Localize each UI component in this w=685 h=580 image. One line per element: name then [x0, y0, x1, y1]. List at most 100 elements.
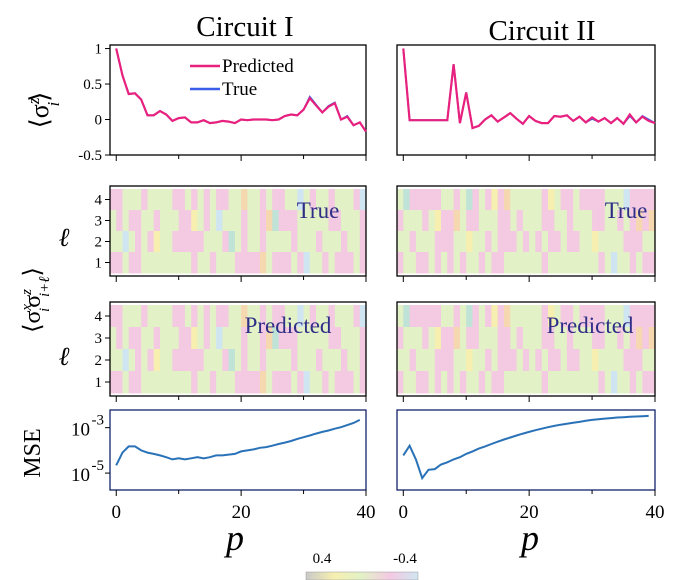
ell-ytick-label: 1 — [95, 256, 103, 272]
heatmap-cell — [272, 349, 279, 372]
heatmap-cell — [153, 327, 161, 350]
heatmap-cell — [222, 371, 229, 394]
heatmap-cell — [397, 371, 404, 394]
heatmap-cell — [203, 371, 211, 394]
heatmap-cell — [447, 252, 454, 274]
heatmap-cell — [328, 210, 336, 232]
heatmap-cell — [415, 305, 423, 328]
heatmap-cell — [560, 231, 568, 253]
heatmap-cell — [166, 349, 173, 372]
heatmap-cell — [422, 252, 429, 274]
heatmap-cell — [197, 252, 204, 274]
heatmap-cell — [191, 210, 198, 232]
heatmap-cell — [160, 371, 167, 394]
mse-ytick-exp-1: -5 — [92, 458, 105, 474]
heatmap-cell — [291, 189, 298, 211]
heatmap-cell — [459, 210, 467, 232]
heatmap-cell — [453, 231, 461, 253]
heatmap-cell — [272, 252, 279, 274]
heatmap-cell — [359, 371, 367, 394]
heatmap-cell — [172, 327, 179, 350]
heatmap-cell — [128, 252, 136, 274]
heatmap-cell — [497, 349, 505, 372]
colorbar-right-label: -0.4 — [393, 551, 417, 567]
heatmap-cell — [122, 252, 130, 274]
heatmap-cell — [116, 349, 123, 372]
heatmap-cell — [642, 252, 650, 274]
heatmap-cell — [598, 349, 606, 372]
heatmap-cell — [278, 327, 286, 350]
heatmap-cell — [466, 371, 473, 394]
heatmap-cell — [623, 349, 631, 372]
heatmap-cell — [428, 231, 436, 253]
heatmap-cell — [636, 210, 643, 232]
heatmap-cell — [604, 210, 612, 232]
heatmap-cell — [160, 327, 167, 350]
heatmap-cell — [297, 189, 304, 211]
heatmap-cell — [216, 327, 223, 350]
heatmap-cell — [247, 349, 254, 372]
heatmap-cell — [636, 349, 643, 372]
heatmap-cell — [459, 189, 467, 211]
heatmap-cell — [453, 210, 461, 232]
colorbar-left-label: 0.4 — [313, 551, 332, 567]
heatmap-cell — [234, 231, 242, 253]
heatmap-cell — [611, 305, 618, 328]
heatmap-cell — [422, 231, 429, 253]
heatmap-cell — [516, 210, 524, 232]
heatmap-cell — [504, 305, 511, 328]
heatmap-cell — [347, 189, 354, 211]
heatmap-cell — [147, 305, 155, 328]
heatmap-cell — [203, 210, 211, 232]
heatmap-cell — [504, 349, 511, 372]
sz-panel-frame-0 — [109, 44, 367, 156]
heatmap-cell — [623, 189, 631, 211]
ell-ytick-label: 2 — [95, 353, 103, 369]
heatmap-cell — [516, 327, 524, 350]
heatmap-cell — [403, 349, 410, 372]
heatmap-cell — [459, 371, 467, 394]
mse-ytick-label-1: 10 — [71, 465, 90, 486]
heatmap-cell — [548, 327, 555, 350]
heatmap-cell — [122, 210, 130, 232]
x-tick-label-1-1: 20 — [520, 502, 539, 523]
heatmap-cell — [573, 252, 580, 274]
heatmap-cell — [291, 210, 298, 232]
heatmap-cell — [441, 371, 448, 394]
heatmap-cell — [434, 210, 442, 232]
heatmap-cell — [359, 327, 367, 350]
heatmap-cell — [504, 189, 511, 211]
heatmap-cell — [648, 210, 656, 232]
heatmap-cell — [535, 210, 543, 232]
heatmap-cell — [415, 252, 423, 274]
heatmap-cell — [403, 210, 410, 232]
heatmap-cell — [453, 371, 461, 394]
heatmap-frame-hmT-0 — [109, 185, 367, 277]
heatmap-cell — [297, 371, 304, 394]
heatmap-cell — [617, 349, 624, 372]
heatmap-cell — [197, 210, 204, 232]
heatmap-cell — [353, 327, 361, 350]
heatmap-cell — [409, 371, 417, 394]
sz-ytick-label-1: 0.5 — [83, 77, 102, 93]
x-tick-label-1-2: 40 — [646, 502, 665, 523]
heatmap-cell — [466, 231, 473, 253]
heatmap-cell — [147, 231, 155, 253]
heatmap-cell — [548, 210, 555, 232]
heatmap-cell — [222, 210, 229, 232]
heatmap-cell — [636, 327, 643, 350]
heatmap-cell — [153, 349, 161, 372]
heatmap-cell — [259, 349, 267, 372]
heatmap-cell — [629, 231, 637, 253]
heatmap-cell — [422, 305, 429, 328]
heatmap-cell — [303, 371, 311, 394]
heatmap-cell — [359, 210, 367, 232]
heatmap-cell — [209, 349, 217, 372]
heatmap-cell — [359, 252, 367, 274]
heatmap-cell — [291, 349, 298, 372]
heatmap-cell — [135, 210, 142, 232]
heatmap-frame-hmP-0 — [109, 301, 367, 397]
heatmap-cell — [497, 189, 505, 211]
heatmap-cell — [560, 371, 568, 394]
